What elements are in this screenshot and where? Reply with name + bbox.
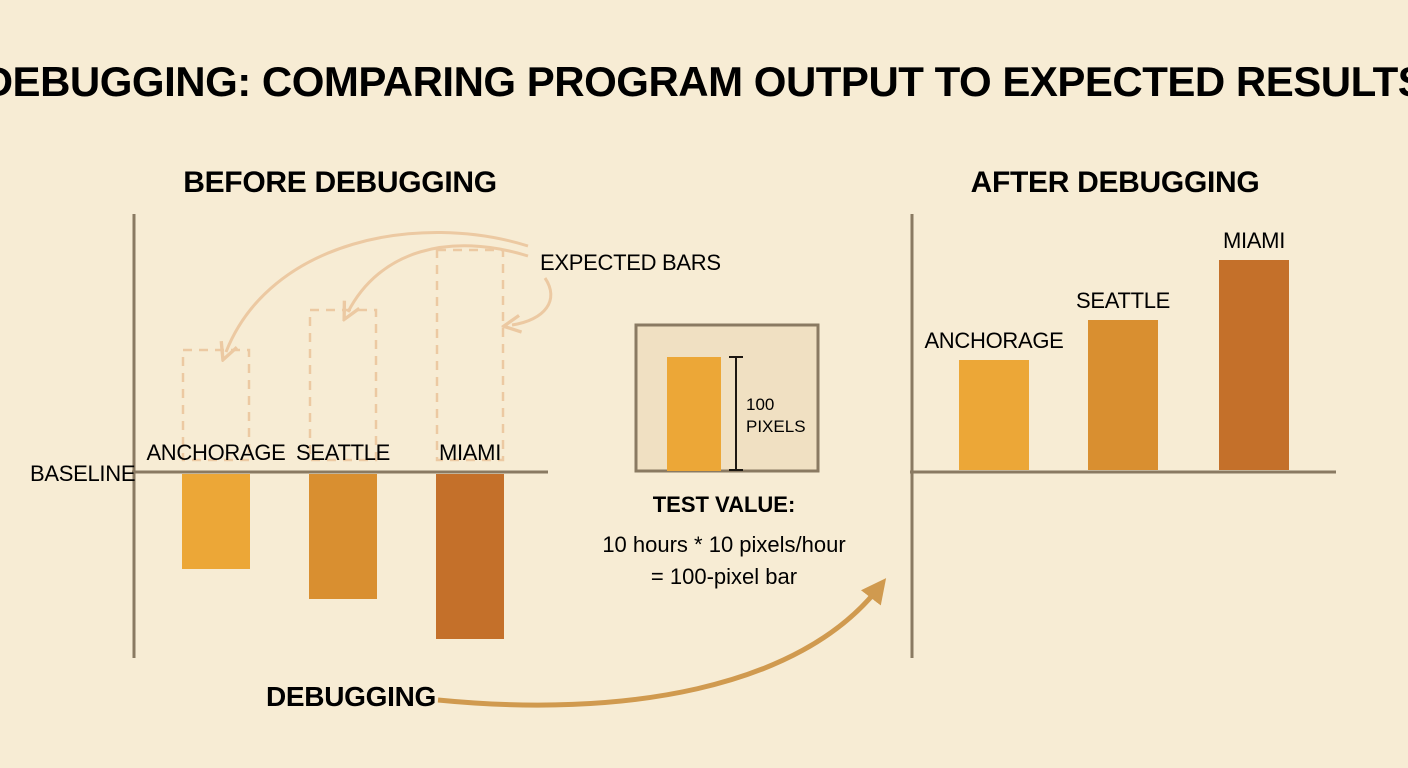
debugging-label: DEBUGGING (266, 681, 436, 712)
measure-value: 100 (746, 395, 774, 414)
before-label-miami: MIAMI (439, 440, 501, 465)
measure-unit: PIXELS (746, 417, 806, 436)
baseline-label: BASELINE (30, 461, 135, 486)
before-bars (182, 474, 504, 639)
test-formula-line2: = 100-pixel bar (651, 564, 797, 589)
expected-bar-seattle (308, 308, 378, 462)
expected-arrow-miami (512, 277, 553, 325)
expected-bar-anchorage (181, 348, 251, 462)
test-bar (667, 357, 721, 471)
expected-arrow-seattle (348, 244, 529, 312)
before-bar-seattle (309, 474, 377, 599)
after-label-anchorage: ANCHORAGE (924, 328, 1063, 353)
after-bars (959, 260, 1289, 470)
after-heading: AFTER DEBUGGING (971, 166, 1260, 199)
test-value-title: TEST VALUE: (653, 492, 796, 517)
before-label-seattle: SEATTLE (296, 440, 390, 465)
expected-bar-miami (435, 248, 505, 462)
expected-arrow-anchorage (226, 230, 529, 352)
after-city-labels: ANCHORAGE SEATTLE MIAMI (924, 228, 1285, 353)
before-bar-anchorage (182, 474, 250, 569)
before-city-labels: ANCHORAGE SEATTLE MIAMI (146, 440, 501, 465)
after-bar-anchorage (959, 360, 1029, 470)
after-bar-seattle (1088, 320, 1158, 470)
before-bar-miami (436, 474, 504, 639)
before-label-anchorage: ANCHORAGE (146, 440, 285, 465)
expected-bars (181, 248, 505, 462)
before-heading: BEFORE DEBUGGING (183, 166, 497, 199)
expected-bars-label: EXPECTED BARS (540, 250, 721, 275)
test-formula-line1: 10 hours * 10 pixels/hour (602, 532, 845, 557)
after-label-miami: MIAMI (1223, 228, 1285, 253)
debugging-arrow (437, 578, 887, 708)
test-value-panel (634, 323, 820, 473)
after-bar-miami (1219, 260, 1289, 470)
page-title: DEBUGGING: COMPARING PROGRAM OUTPUT TO E… (0, 58, 1408, 105)
after-label-seattle: SEATTLE (1076, 288, 1170, 313)
